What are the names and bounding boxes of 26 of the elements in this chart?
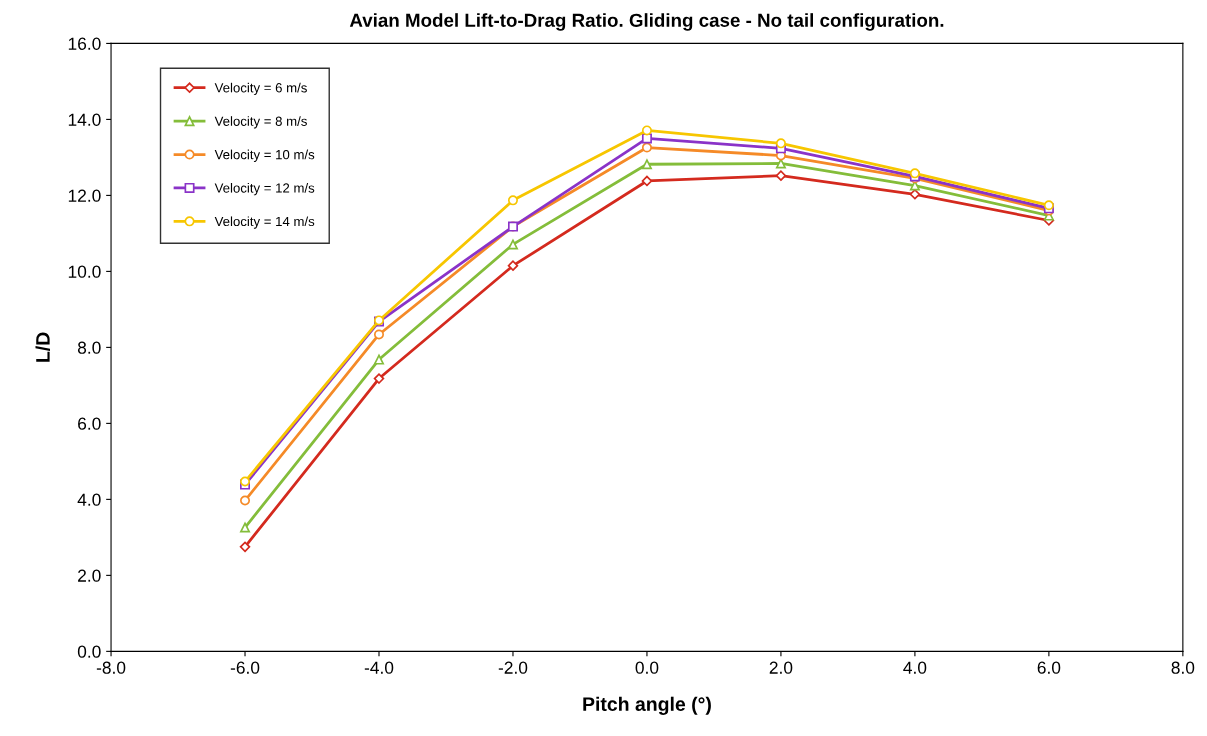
legend-label: Velocity = 8 m/s xyxy=(214,116,307,129)
y-tick-label: 4.0 xyxy=(77,493,101,506)
x-tick-label: 8.0 xyxy=(1171,661,1195,674)
x-tick-label: -6.0 xyxy=(230,661,260,674)
x-tick-label: -8.0 xyxy=(96,661,126,674)
legend-label: Velocity = 14 m/s xyxy=(214,216,315,229)
x-tick-label: 0.0 xyxy=(635,661,659,674)
x-tick-label: -2.0 xyxy=(498,661,528,674)
y-tick-label: 16.0 xyxy=(68,37,101,50)
x-tick-label: 6.0 xyxy=(1037,661,1061,674)
legend-label: Velocity = 10 m/s xyxy=(214,149,315,162)
y-tick-label: 14.0 xyxy=(68,113,101,126)
chart-title: Avian Model Lift-to-Drag Ratio. Gliding case - No tail configuration. xyxy=(349,13,944,31)
legend-label: Velocity = 12 m/s xyxy=(214,183,315,196)
y-tick-label: 10.0 xyxy=(68,265,101,278)
y-tick-label: 6.0 xyxy=(78,417,101,430)
x-axis-title: Pitch angle (°) xyxy=(583,696,711,715)
x-tick-label: -4.0 xyxy=(364,661,394,674)
y-tick-label: 2.0 xyxy=(78,569,101,582)
legend-label: Velocity = 6 m/s xyxy=(214,82,307,96)
y-tick-label: 8.0 xyxy=(77,341,101,354)
x-tick-label: 4.0 xyxy=(903,661,927,674)
y-tick-label: 0.0 xyxy=(77,645,101,658)
y-tick-label: 12.0 xyxy=(68,189,101,202)
y-axis-title: L/D xyxy=(35,332,50,362)
x-tick-label: 2.0 xyxy=(769,661,793,674)
